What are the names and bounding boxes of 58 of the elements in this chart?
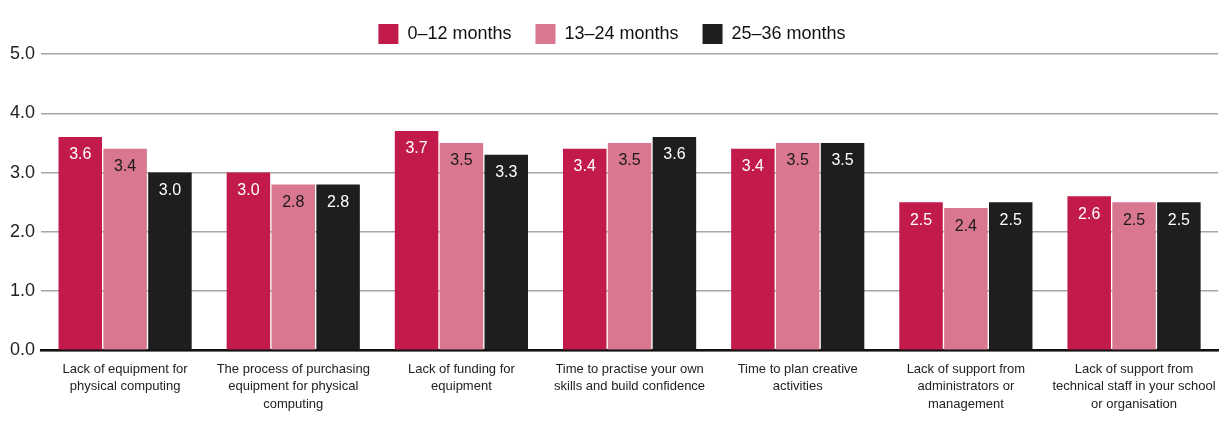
bar (103, 148, 147, 350)
x-tick-label: Lack of support from technical staff in your school or organisation (1052, 360, 1216, 411)
bar (731, 148, 775, 350)
data-label: 3.4 (113, 157, 137, 175)
data-label: 3.5 (786, 151, 809, 169)
bar (988, 202, 1033, 350)
bar (316, 184, 360, 350)
data-label: 3.5 (831, 151, 854, 169)
data-label: 2.5 (909, 210, 933, 228)
data-label: 2.5 (1167, 210, 1191, 228)
bar (271, 184, 315, 350)
x-tick-label: Lack of support from administrators or management (906, 360, 1026, 411)
x-tick-label: Time to plan creative activities (737, 360, 858, 394)
bar (226, 172, 271, 350)
data-label: 3.0 (158, 180, 182, 198)
bar (1067, 196, 1111, 350)
bar (1112, 202, 1156, 350)
y-tick-label: 4.0 (9, 102, 36, 123)
data-label: 2.6 (1078, 204, 1101, 222)
data-label: 2.8 (282, 192, 305, 210)
bar (1157, 202, 1201, 350)
y-tick-label: 3.0 (9, 161, 36, 182)
data-label: 3.7 (405, 139, 428, 157)
bar (775, 142, 820, 350)
bar (607, 142, 652, 350)
x-tick-label: Lack of funding for equipment (407, 360, 516, 394)
data-label: 2.4 (954, 216, 978, 234)
legend-label: 25–36 months (731, 22, 846, 43)
data-label: 3.6 (663, 145, 686, 163)
bar (562, 148, 607, 350)
data-label: 3.3 (495, 163, 518, 181)
data-label: 3.6 (69, 145, 92, 163)
bar (652, 136, 697, 350)
bar (944, 208, 988, 350)
data-label: 3.5 (450, 151, 473, 169)
bar (58, 136, 103, 350)
x-tick-label: Lack of equipment for physical computing (62, 360, 189, 394)
data-label: 3.4 (573, 157, 596, 175)
data-label: 3.5 (618, 151, 641, 169)
bar (820, 142, 865, 350)
y-tick-label: 0.0 (9, 339, 36, 360)
x-tick-label: Time to practise your own skills and build confidence (554, 360, 706, 394)
y-tick-label: 2.0 (9, 220, 36, 241)
y-tick-label: 1.0 (9, 280, 36, 301)
legend-label: 0–12 months (407, 22, 512, 43)
bar (394, 131, 439, 350)
data-label: 2.5 (999, 210, 1022, 228)
legend-label: 13–24 months (564, 22, 679, 43)
data-label: 2.5 (1122, 210, 1146, 228)
x-tick-label: The process of purchasing equipment for physical computing (216, 360, 370, 411)
y-tick-label: 5.0 (9, 42, 36, 63)
data-label: 2.8 (326, 192, 350, 210)
bar (484, 154, 528, 350)
data-label: 3.0 (237, 180, 260, 198)
bar (899, 202, 943, 350)
bar (439, 142, 484, 350)
bar (148, 172, 192, 350)
data-label: 3.4 (741, 157, 765, 175)
